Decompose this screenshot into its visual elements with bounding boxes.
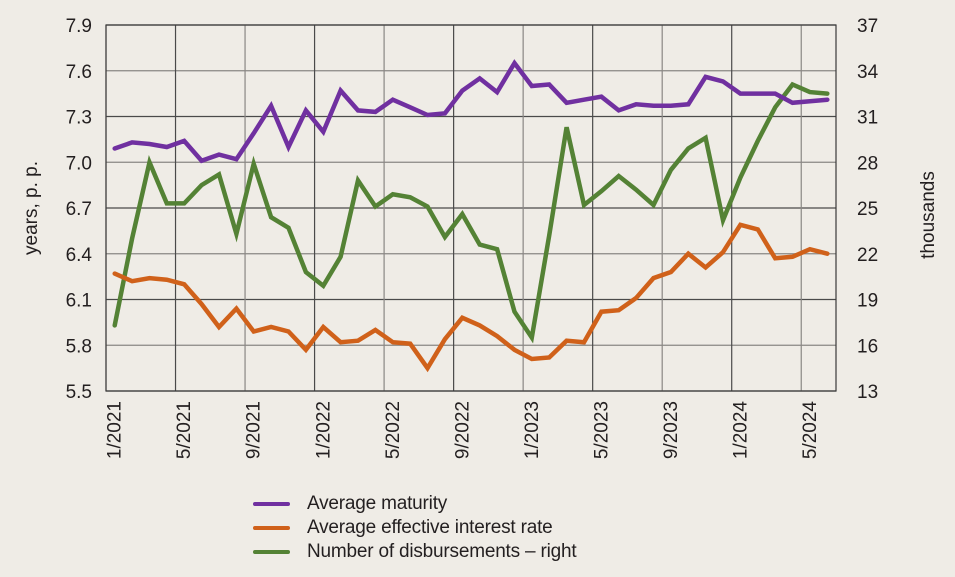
right-axis-ticks: 13 16 19 22 25 28 31 34 37 xyxy=(857,16,879,403)
right-tick-label: 28 xyxy=(857,153,878,174)
series-line-average-maturity xyxy=(112,59,830,164)
gridlines xyxy=(105,24,836,392)
x-tick-label: 1/2023 xyxy=(522,401,543,459)
left-axis-ticks: 5.5 5.8 6.1 6.4 6.7 7.0 7.3 7.6 7.9 xyxy=(66,16,93,403)
left-tick-label: 5.8 xyxy=(66,336,92,357)
legend-item-average-effective-interest-rate: Average effective interest rate xyxy=(253,516,576,540)
left-tick-label: 6.1 xyxy=(66,291,92,312)
left-tick-label: 6.7 xyxy=(66,199,92,220)
legend-swatch-purple xyxy=(253,502,290,506)
x-tick-label: 1/2022 xyxy=(313,401,334,459)
right-tick-label: 16 xyxy=(857,336,878,357)
x-tick-label: 5/2024 xyxy=(800,401,821,460)
right-axis-title: thousands xyxy=(918,171,939,259)
x-tick-label: 5/2021 xyxy=(174,401,195,459)
right-tick-label: 19 xyxy=(857,291,878,312)
right-tick-label: 25 xyxy=(857,199,878,220)
series-line-average-effective-interest-rate xyxy=(112,222,830,373)
left-tick-label: 7.6 xyxy=(66,62,92,83)
legend-item-average-maturity: Average maturity xyxy=(253,492,576,516)
left-tick-label: 6.4 xyxy=(66,245,93,266)
x-tick-label: 1/2024 xyxy=(730,401,751,460)
x-tick-label: 5/2022 xyxy=(383,401,404,459)
x-axis-ticks: 1/2021 5/2021 9/2021 1/2022 5/2022 9/2022 1/20… xyxy=(105,401,821,460)
right-tick-label: 37 xyxy=(857,16,878,37)
x-tick-label: 9/2021 xyxy=(244,401,265,459)
left-tick-label: 7.9 xyxy=(66,16,92,37)
legend-label: Average maturity xyxy=(307,493,448,514)
x-tick-label: 9/2022 xyxy=(452,401,473,459)
right-tick-label: 31 xyxy=(857,108,878,129)
left-tick-label: 7.3 xyxy=(66,108,92,129)
legend: Average maturity Average effective inter… xyxy=(253,492,577,564)
left-tick-label: 5.5 xyxy=(66,382,92,403)
legend-item-number-of-disbursements: Number of disbursements – right xyxy=(253,540,577,564)
x-tick-label: 5/2023 xyxy=(591,401,612,459)
legend-label: Average effective interest rate xyxy=(307,517,553,538)
right-tick-label: 13 xyxy=(857,382,878,403)
legend-swatch-orange xyxy=(253,526,290,530)
legend-label: Number of disbursements – right xyxy=(307,541,577,562)
x-tick-label: 9/2023 xyxy=(661,401,682,459)
x-tick-label: 1/2021 xyxy=(105,401,126,459)
series-line-number-of-disbursements-right xyxy=(112,81,830,344)
legend-swatch-green xyxy=(253,550,290,554)
right-tick-label: 22 xyxy=(857,245,878,266)
left-tick-label: 7.0 xyxy=(66,153,92,174)
plot-frame xyxy=(105,24,837,392)
series-layer xyxy=(112,59,830,373)
right-tick-label: 34 xyxy=(857,62,879,83)
left-axis-title: years, p. p. xyxy=(21,161,42,255)
